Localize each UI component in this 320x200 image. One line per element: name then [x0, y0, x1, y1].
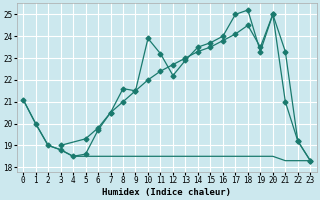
- X-axis label: Humidex (Indice chaleur): Humidex (Indice chaleur): [102, 188, 231, 197]
